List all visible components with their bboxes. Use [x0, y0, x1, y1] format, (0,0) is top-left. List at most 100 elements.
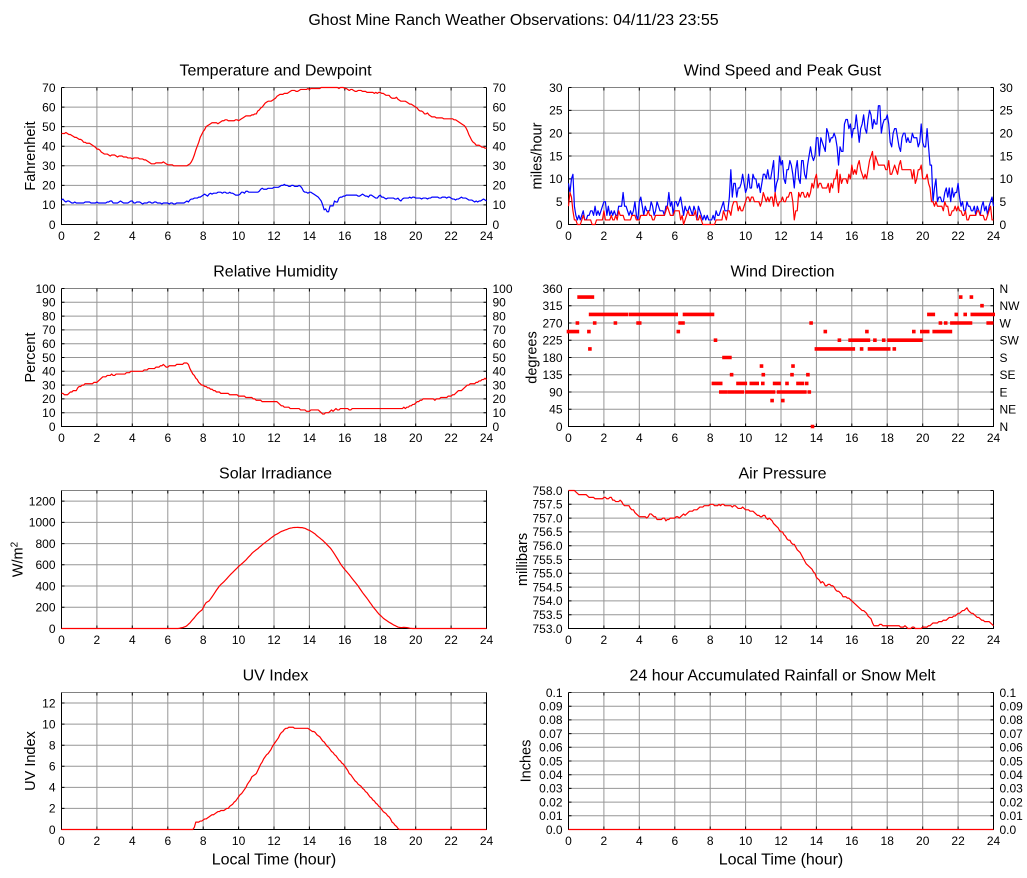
svg-text:0.04: 0.04: [1000, 768, 1024, 782]
svg-text:225: 225: [542, 334, 562, 348]
svg-text:0: 0: [49, 218, 56, 232]
svg-text:40: 40: [493, 365, 507, 379]
svg-text:80: 80: [493, 309, 507, 323]
svg-text:10: 10: [232, 834, 246, 848]
svg-text:0.05: 0.05: [539, 754, 563, 768]
svg-text:Wind Direction: Wind Direction: [730, 264, 834, 281]
svg-text:757.0: 757.0: [532, 511, 562, 525]
svg-text:14: 14: [810, 834, 824, 848]
svg-text:12: 12: [42, 696, 56, 710]
svg-text:4: 4: [129, 834, 136, 848]
svg-text:10: 10: [232, 431, 246, 445]
svg-text:30: 30: [493, 159, 507, 173]
svg-text:0.03: 0.03: [539, 782, 563, 796]
svg-text:10: 10: [232, 229, 246, 243]
svg-text:14: 14: [303, 834, 317, 848]
svg-text:14: 14: [303, 431, 317, 445]
svg-text:0.09: 0.09: [539, 700, 563, 714]
svg-text:40: 40: [42, 140, 56, 154]
svg-text:18: 18: [881, 431, 895, 445]
svg-text:20: 20: [1000, 126, 1014, 140]
svg-text:18: 18: [374, 229, 388, 243]
svg-text:22: 22: [444, 431, 458, 445]
svg-text:90: 90: [549, 385, 563, 399]
svg-text:400: 400: [35, 579, 55, 593]
svg-text:0.09: 0.09: [1000, 700, 1024, 714]
svg-text:30: 30: [42, 159, 56, 173]
svg-text:60: 60: [42, 337, 56, 351]
svg-text:100: 100: [493, 282, 513, 296]
svg-text:0: 0: [1000, 218, 1007, 232]
svg-text:16: 16: [338, 834, 352, 848]
svg-text:753.0: 753.0: [532, 622, 562, 636]
svg-text:20: 20: [409, 633, 423, 647]
svg-text:18: 18: [881, 633, 895, 647]
svg-text:6: 6: [164, 229, 171, 243]
svg-text:15: 15: [1000, 149, 1014, 163]
svg-text:15: 15: [549, 149, 563, 163]
svg-text:E: E: [1000, 385, 1008, 399]
svg-text:miles/hour: miles/hour: [530, 122, 546, 189]
svg-text:1000: 1000: [29, 516, 56, 530]
svg-text:756.5: 756.5: [532, 525, 562, 539]
svg-text:90: 90: [42, 296, 56, 310]
svg-text:0.1: 0.1: [546, 686, 563, 700]
svg-text:0: 0: [58, 431, 65, 445]
svg-text:20: 20: [916, 229, 930, 243]
svg-text:8: 8: [707, 229, 714, 243]
svg-text:0.05: 0.05: [1000, 754, 1024, 768]
svg-text:800: 800: [35, 537, 55, 551]
svg-text:0.07: 0.07: [1000, 727, 1024, 741]
svg-text:Inches: Inches: [519, 740, 535, 783]
svg-text:4: 4: [129, 431, 136, 445]
svg-text:Relative Humidity: Relative Humidity: [213, 264, 337, 281]
svg-text:0: 0: [493, 218, 500, 232]
svg-text:16: 16: [845, 431, 859, 445]
svg-text:4: 4: [636, 834, 643, 848]
svg-text:12: 12: [267, 834, 281, 848]
svg-text:4: 4: [636, 633, 643, 647]
svg-text:0.01: 0.01: [539, 809, 563, 823]
svg-text:8: 8: [200, 633, 207, 647]
svg-text:SW: SW: [1000, 334, 1020, 348]
svg-text:70: 70: [42, 323, 56, 337]
svg-text:6: 6: [671, 834, 678, 848]
svg-text:270: 270: [542, 316, 562, 330]
svg-text:10: 10: [1000, 172, 1014, 186]
svg-text:0: 0: [565, 229, 572, 243]
svg-text:NW: NW: [1000, 299, 1021, 313]
svg-text:14: 14: [810, 229, 824, 243]
svg-text:24: 24: [987, 633, 1001, 647]
svg-text:0.06: 0.06: [1000, 741, 1024, 755]
svg-text:Fahrenheit: Fahrenheit: [23, 121, 39, 190]
svg-text:0: 0: [565, 431, 572, 445]
svg-text:60: 60: [42, 100, 56, 114]
svg-text:20: 20: [493, 179, 507, 193]
svg-text:14: 14: [303, 633, 317, 647]
svg-text:60: 60: [493, 100, 507, 114]
svg-text:30: 30: [493, 378, 507, 392]
svg-text:757.5: 757.5: [532, 498, 562, 512]
svg-text:24 hour Accumulated Rainfall o: 24 hour Accumulated Rainfall or Snow Mel…: [630, 668, 936, 685]
svg-text:2: 2: [94, 834, 101, 848]
svg-text:14: 14: [810, 431, 824, 445]
svg-text:10: 10: [493, 198, 507, 212]
svg-text:24: 24: [480, 633, 494, 647]
svg-text:10: 10: [42, 406, 56, 420]
svg-text:4: 4: [636, 431, 643, 445]
svg-text:8: 8: [707, 834, 714, 848]
svg-text:Percent: Percent: [23, 333, 39, 383]
svg-text:N: N: [1000, 282, 1009, 296]
svg-text:755.5: 755.5: [532, 553, 562, 567]
svg-text:6: 6: [164, 633, 171, 647]
svg-text:Local Time (hour): Local Time (hour): [212, 852, 337, 869]
svg-text:12: 12: [774, 633, 788, 647]
svg-text:8: 8: [707, 431, 714, 445]
svg-text:W: W: [1000, 316, 1012, 330]
svg-text:14: 14: [810, 633, 824, 647]
svg-text:90: 90: [493, 296, 507, 310]
svg-text:Air Pressure: Air Pressure: [738, 466, 826, 483]
svg-text:2: 2: [601, 834, 608, 848]
svg-text:0: 0: [565, 834, 572, 848]
svg-text:30: 30: [1000, 81, 1014, 95]
